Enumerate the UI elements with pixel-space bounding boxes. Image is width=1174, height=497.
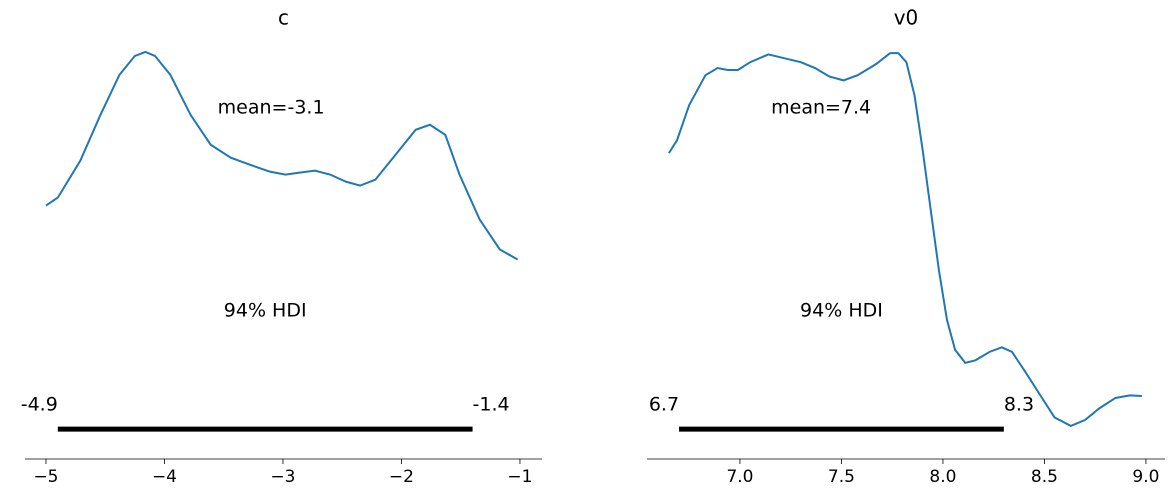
hdi-label: 94% HDI xyxy=(224,300,307,322)
hdi-upper-label: -1.4 xyxy=(473,394,510,416)
x-tick-label: 7.5 xyxy=(828,467,855,487)
x-tick-label: 8.0 xyxy=(929,467,956,487)
hdi-lower-label: 6.7 xyxy=(649,394,679,416)
mean-label: mean=-3.1 xyxy=(218,97,325,119)
x-tick-label: −3 xyxy=(270,467,295,487)
x-tick-label: −1 xyxy=(507,467,532,487)
mean-label: mean=7.4 xyxy=(771,97,871,119)
x-tick-label: −4 xyxy=(152,467,177,487)
panel-title: v0 xyxy=(894,6,919,30)
x-tick-label: 8.5 xyxy=(1031,467,1058,487)
hdi-label: 94% HDI xyxy=(800,300,883,322)
x-tick-label: −2 xyxy=(389,467,414,487)
density-line xyxy=(668,52,1142,427)
x-tick-label: 9.0 xyxy=(1132,467,1159,487)
x-tick-label: −5 xyxy=(33,467,58,487)
hdi-lower-label: -4.9 xyxy=(21,394,58,416)
hdi-upper-label: 8.3 xyxy=(1004,394,1034,416)
density-line xyxy=(45,50,519,261)
panel-title: c xyxy=(278,6,289,30)
x-tick-label: 7.0 xyxy=(726,467,753,487)
